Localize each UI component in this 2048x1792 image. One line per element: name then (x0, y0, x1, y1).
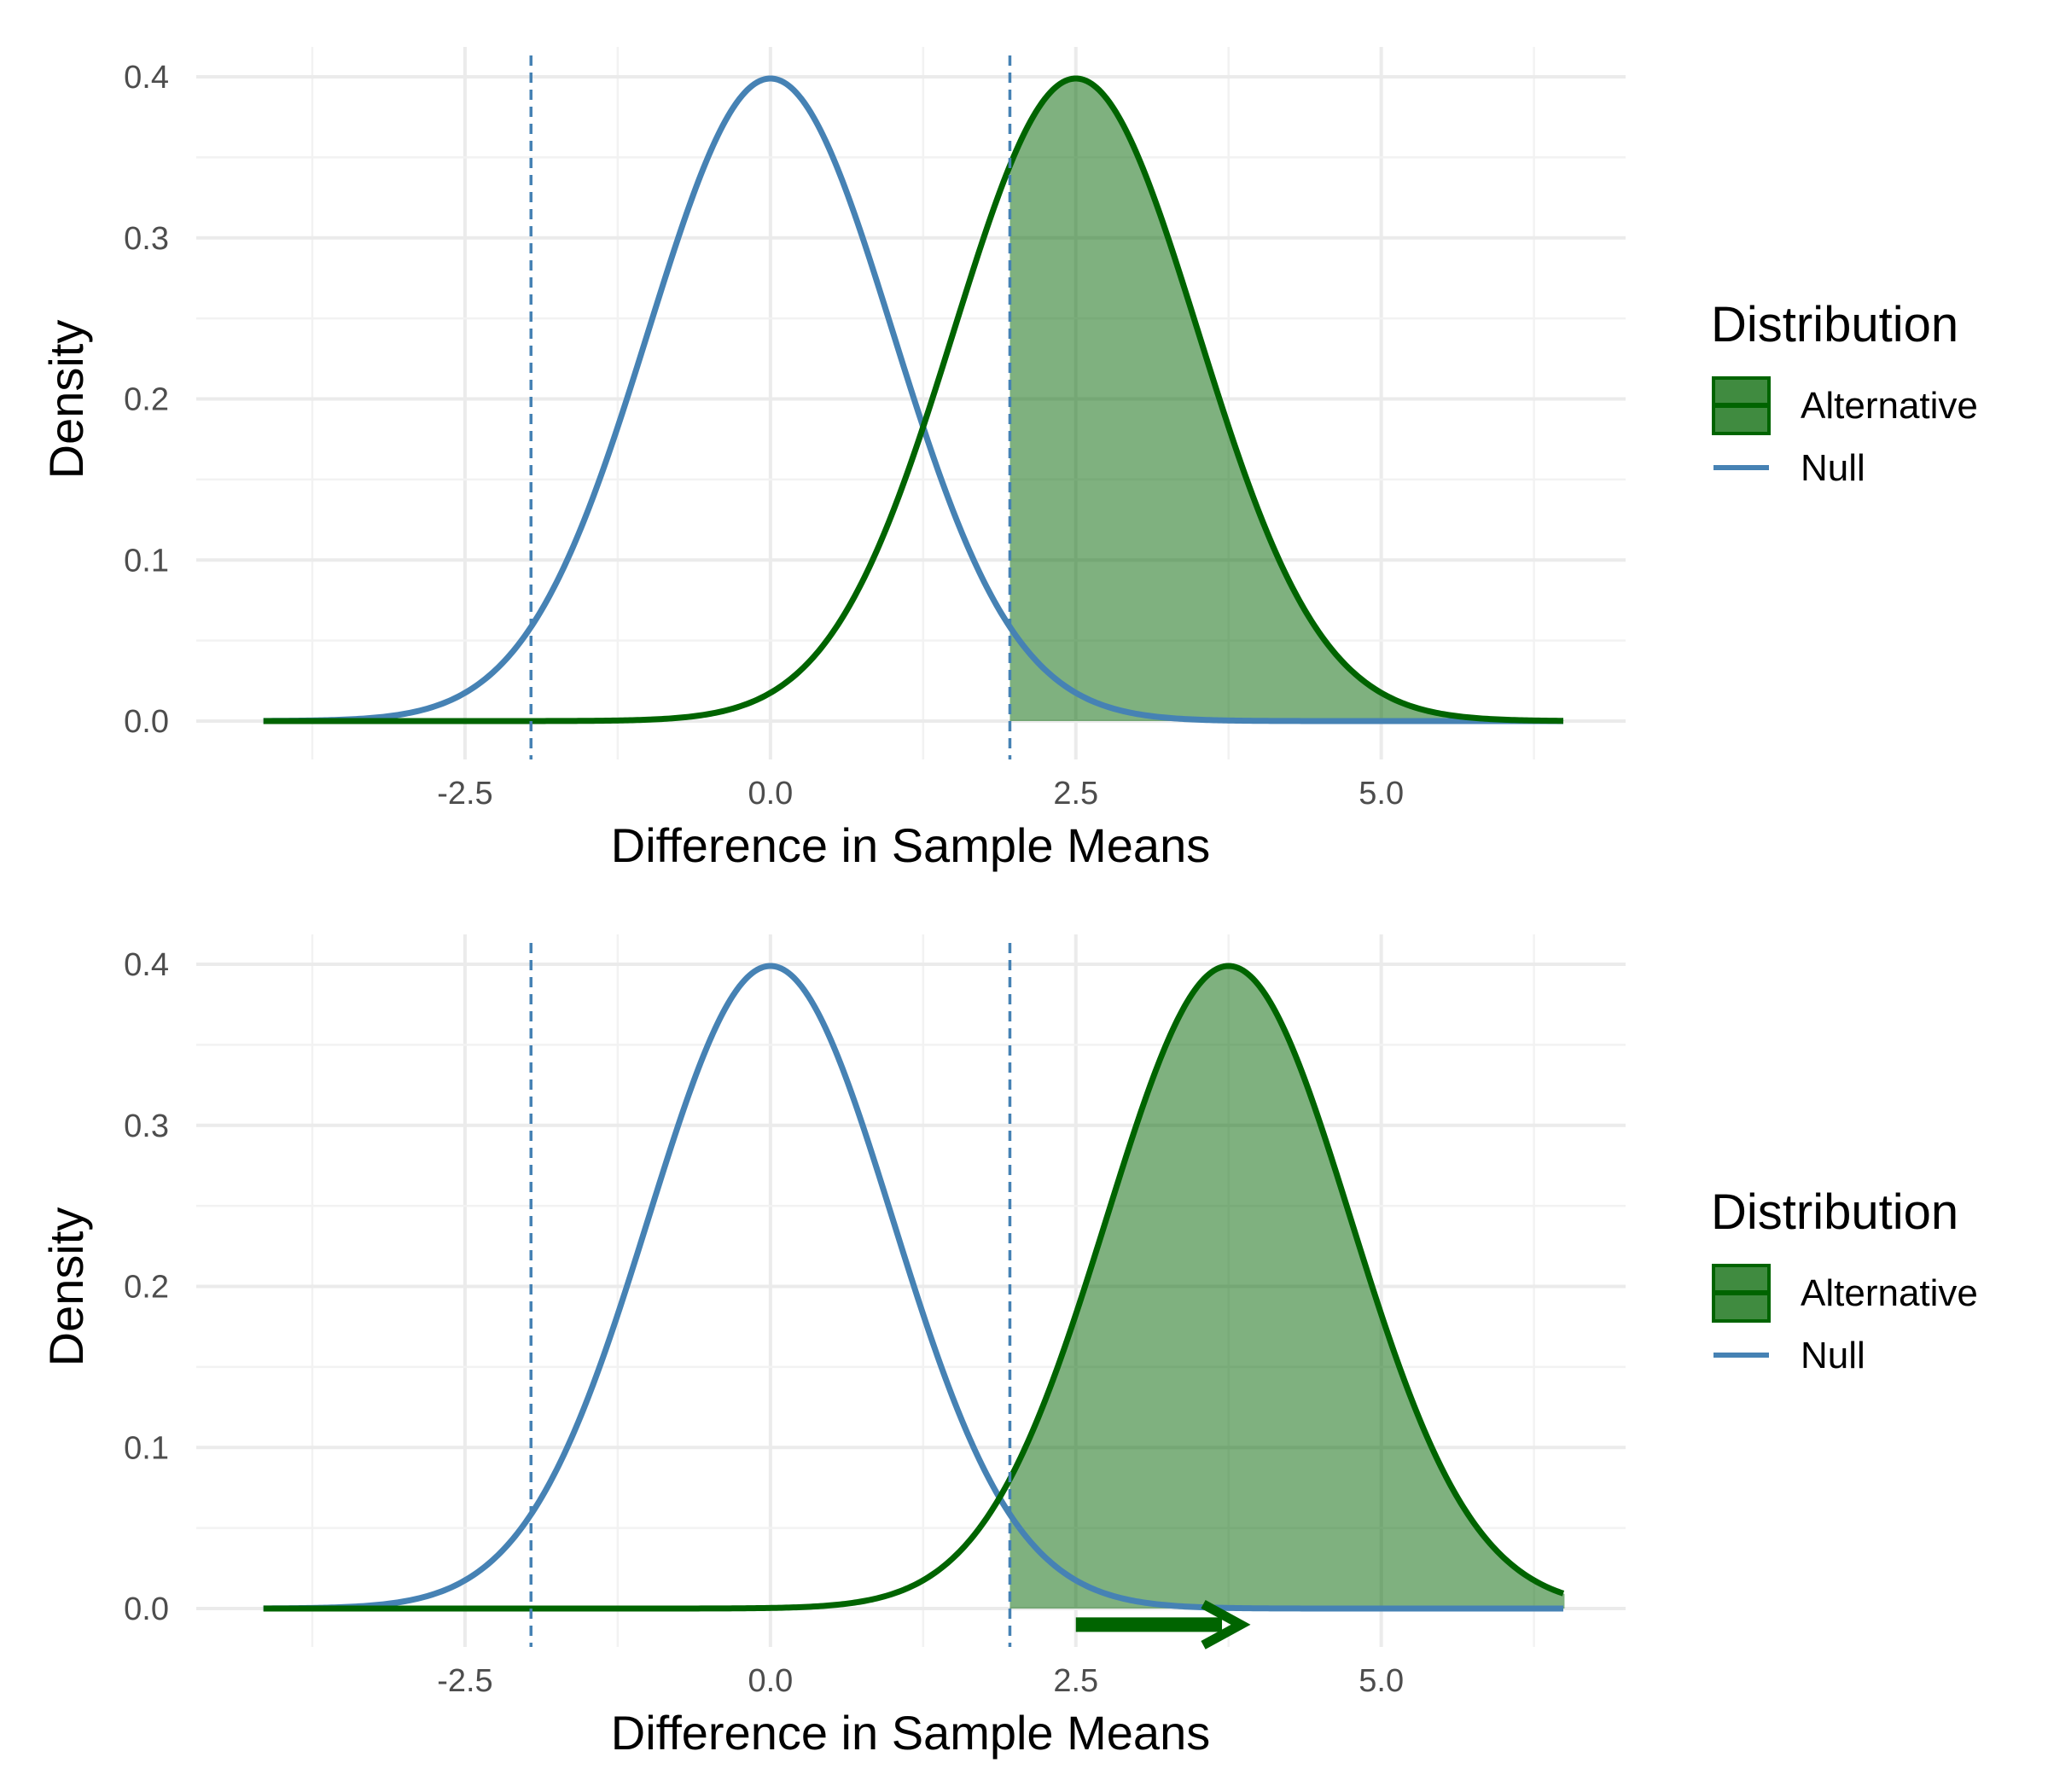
legend: Distribution Alternative Null (1711, 297, 1978, 489)
chart-panel-bottom: 0.0 0.1 0.2 0.3 0.4 -2.5 0.0 2.5 5.0 Difference i… (0, 887, 2048, 1775)
x-tick-label: 0.0 (748, 1663, 793, 1699)
y-tick-label: 0.3 (124, 221, 169, 257)
x-tick-label: 2.5 (1053, 1663, 1098, 1699)
power-shaded-area (1009, 78, 1565, 721)
y-tick-label: 0.1 (124, 543, 169, 579)
y-tick-label: 0.3 (124, 1108, 169, 1144)
x-tick-label: 5.0 (1359, 1663, 1404, 1699)
legend-label-alternative: Alternative (1801, 385, 1978, 427)
x-tick-label: -2.5 (437, 1663, 492, 1699)
y-tick-label: 0.2 (124, 1270, 169, 1306)
power-shaded-area (1009, 966, 1565, 1609)
legend-label-null: Null (1801, 1335, 1865, 1376)
legend-label-alternative: Alternative (1801, 1272, 1978, 1314)
legend-title: Distribution (1711, 297, 1958, 352)
y-tick-label: 0.4 (124, 947, 169, 983)
x-axis-title: Difference in Sample Means (611, 818, 1210, 872)
null-density-line (263, 75, 1564, 724)
shift-arrow-head (1201, 1600, 1251, 1649)
y-axis-title: Density (39, 320, 93, 480)
x-tick-label: 5.0 (1359, 776, 1404, 812)
grid (196, 47, 1626, 759)
x-tick-label: -2.5 (437, 776, 492, 812)
y-tick-label: 0.2 (124, 382, 169, 418)
y-tick-label: 0.0 (124, 1591, 169, 1627)
y-tick-label: 0.4 (124, 60, 169, 96)
y-tick-label: 0.1 (124, 1430, 169, 1466)
chart-panel-top: 0.0 0.1 0.2 0.3 0.4 -2.5 0.0 2.5 5.0 Difference i… (0, 0, 2048, 887)
x-axis-title: Difference in Sample Means (611, 1706, 1210, 1760)
alternative-density-line (263, 963, 1565, 1612)
chart-svg-bottom: 0.0 0.1 0.2 0.3 0.4 -2.5 0.0 2.5 5.0 Difference i… (39, 934, 1978, 1760)
y-tick-label: 0.0 (124, 704, 169, 740)
alternative-density-line (263, 75, 1564, 724)
legend-title: Distribution (1711, 1184, 1958, 1240)
x-tick-label: 0.0 (748, 776, 793, 812)
null-density-line (263, 963, 1564, 1612)
legend: Distribution Alternative Null (1711, 1184, 1978, 1376)
x-tick-label: 2.5 (1053, 776, 1098, 812)
y-axis-title: Density (39, 1207, 93, 1367)
legend-label-null: Null (1801, 447, 1865, 489)
chart-svg-top: 0.0 0.1 0.2 0.3 0.4 -2.5 0.0 2.5 5.0 Difference i… (39, 47, 1978, 872)
